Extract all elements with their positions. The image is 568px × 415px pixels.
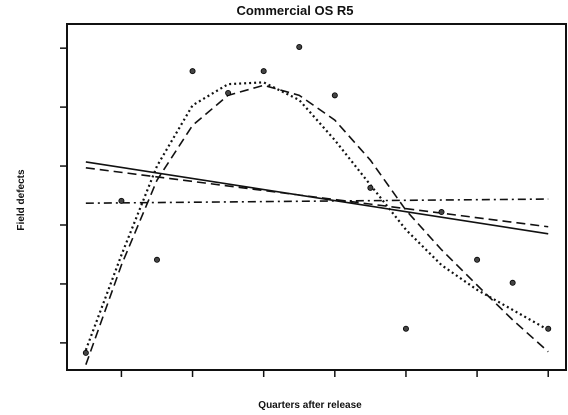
data-point [367,184,374,191]
data-point [545,325,552,332]
data-point [189,68,196,75]
fit-line [84,81,549,351]
plot-frame [66,23,567,371]
data-point [331,92,338,99]
x-axis-label: Quarters after release [258,400,362,411]
data-point [225,89,232,96]
y-axis-label: Field defects [16,169,27,231]
data-point [118,197,125,204]
fit-line [85,84,549,365]
chart-title: Commercial OS R5 [236,3,353,18]
data-point [509,279,516,286]
data-point [296,43,303,50]
fit-line [85,198,549,204]
data-point [474,256,481,263]
fit-line [85,167,549,228]
data-point [402,325,409,332]
data-point [438,209,445,216]
data-point [260,68,267,75]
data-point [153,256,160,263]
fit-line [85,161,549,235]
data-point [82,349,89,356]
